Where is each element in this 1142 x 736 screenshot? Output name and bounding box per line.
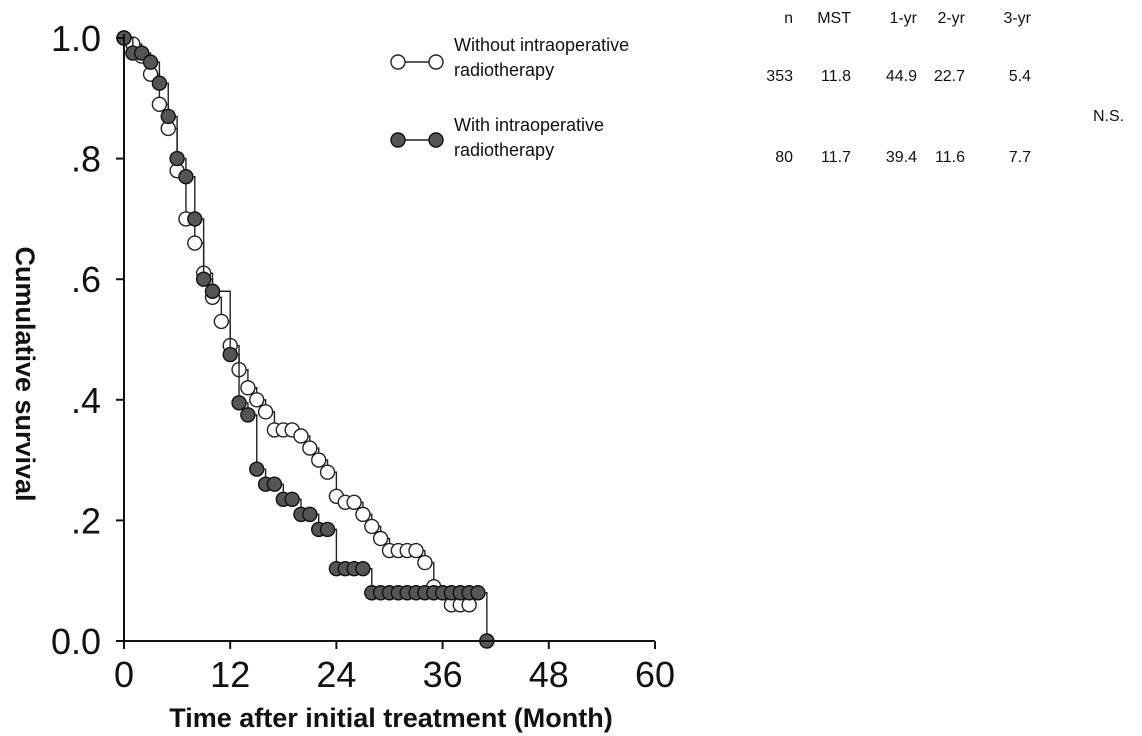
data-point	[319, 464, 336, 480]
x-tick-label: 24	[316, 654, 356, 695]
y-tick-label: .2	[71, 500, 101, 541]
legend-item-without: Without intraoperative radiotherapy	[390, 35, 629, 80]
stats-header-2yr: 2-yr	[937, 10, 965, 27]
stats-header-n: n	[784, 10, 793, 27]
data-point	[346, 494, 362, 511]
data-point	[257, 404, 274, 420]
data-point	[364, 518, 380, 535]
stats-cell-2yr: 11.6	[935, 149, 965, 166]
legend-label-line1: Without intraoperative	[454, 35, 629, 55]
data-point	[187, 235, 203, 251]
legend: Without intraoperative radiotherapy With…	[390, 35, 629, 160]
stats-cell-2yr: 22.7	[934, 68, 965, 85]
data-point	[249, 461, 265, 477]
stats-cell-n: 353	[766, 68, 793, 85]
data-point	[151, 96, 168, 113]
x-tick-label: 48	[529, 654, 569, 695]
x-axis-title: Time after initial treatment (Month)	[169, 703, 613, 733]
legend-marker-open-circle	[428, 54, 444, 70]
data-point	[178, 168, 194, 185]
legend-marker-filled-circle	[428, 132, 444, 148]
data-point	[302, 440, 318, 456]
y-tick-label: .6	[71, 259, 101, 300]
data-point	[142, 54, 159, 70]
legend-marker-filled-circle	[390, 132, 406, 148]
stats-table: n MST 1-yr 2-yr 3-yr 353 11.8 44.9 22.7 …	[766, 10, 1124, 166]
data-point	[408, 542, 424, 559]
stats-cell-mst: 11.7	[821, 149, 851, 166]
y-tick-label: .4	[71, 380, 101, 421]
data-point	[311, 452, 327, 468]
data-point	[169, 150, 185, 167]
y-axis-title: Cumulative survival	[10, 246, 40, 501]
stats-header-1yr: 1-yr	[889, 10, 917, 27]
data-point	[249, 392, 265, 408]
data-point	[470, 585, 486, 601]
data-point	[231, 395, 247, 411]
data-point	[187, 211, 203, 227]
data-point	[240, 407, 256, 423]
y-tick-label: 1.0	[51, 18, 101, 59]
y-tick-label: 0.0	[51, 621, 101, 662]
data-point	[302, 506, 318, 523]
y-tick-label: .8	[71, 139, 101, 180]
stats-cell-3yr: 7.7	[1009, 149, 1031, 166]
data-point	[284, 491, 300, 507]
legend-label-line2: radiotherapy	[454, 140, 554, 160]
data-point	[213, 313, 230, 330]
stats-cell-3yr: 5.4	[1009, 68, 1031, 85]
stats-header-mst: MST	[817, 10, 851, 27]
data-point	[151, 75, 168, 91]
legend-marker-open-circle	[390, 54, 406, 70]
legend-label-line2: radiotherapy	[454, 60, 554, 80]
data-point	[355, 506, 371, 523]
data-point	[222, 346, 238, 363]
data-point	[266, 476, 283, 492]
stats-header-3yr: 3-yr	[1003, 10, 1031, 27]
x-axis-ticks: 0 12 24 36 48 60	[114, 641, 675, 695]
data-point	[417, 554, 433, 571]
stats-cell-n: 80	[775, 149, 793, 166]
data-point	[372, 530, 389, 547]
plot-area: 0 12 24 36 48 60 0.0 .2 .4 .6 .8 1.0	[51, 18, 675, 695]
y-axis-ticks: 0.0 .2 .4 .6 .8 1.0	[51, 18, 124, 662]
series-layer	[116, 30, 495, 649]
data-point	[240, 380, 256, 396]
data-point	[204, 283, 221, 299]
data-point	[319, 521, 336, 538]
data-point	[160, 108, 176, 125]
data-point	[293, 428, 309, 444]
series-step-line	[124, 37, 488, 641]
data-point	[133, 45, 150, 61]
legend-item-with: With intraoperative radiotherapy	[390, 115, 604, 160]
x-tick-label: 36	[423, 654, 463, 695]
x-tick-label: 12	[210, 654, 250, 695]
x-tick-label: 0	[114, 654, 134, 695]
legend-label-line1: With intraoperative	[454, 115, 604, 135]
stats-cell-mst: 11.8	[821, 68, 851, 85]
stats-significance-note: N.S.	[1093, 108, 1124, 125]
data-point	[355, 560, 371, 577]
data-point	[195, 271, 212, 287]
stats-cell-1yr: 39.4	[886, 149, 917, 166]
x-tick-label: 60	[635, 654, 675, 695]
series-with-iort	[116, 30, 495, 649]
stats-cell-1yr: 44.9	[886, 68, 917, 85]
